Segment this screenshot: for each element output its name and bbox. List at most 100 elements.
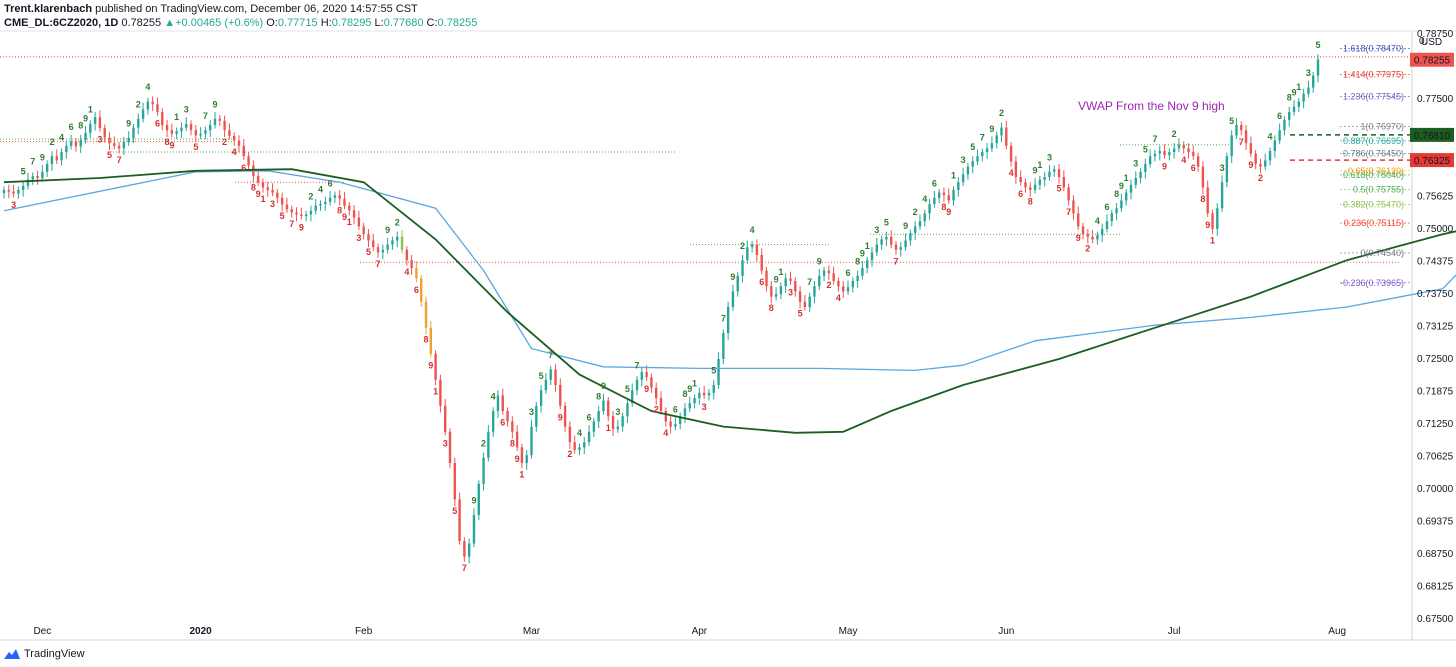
ohlc-line: CME_DL:6CZ2020, 1D 0.78255 ▲+0.00465 (+0… [4,16,477,30]
candle-body [117,145,121,149]
td-count-label: 7 [721,314,726,324]
fib-level-label: -0.236(0.73965) [1340,278,1404,288]
td-count-label: 3 [1306,68,1311,78]
candle-body [1105,221,1109,229]
td-count-label: 5 [625,384,630,394]
td-count-label: 7 [1066,207,1071,217]
td-count-label: 5 [1057,184,1062,194]
candle-body [822,270,826,276]
td-count-label: 7 [635,360,640,370]
td-count-label: 3 [1220,163,1225,173]
symbol-label[interactable]: CME_DL:6CZ2020, 1D [4,17,119,29]
td-count-label: 4 [491,392,496,402]
candle-body [1288,112,1291,120]
candle-body [161,112,164,125]
td-count-label: 6 [846,268,851,278]
td-count-label: 5 [711,366,716,376]
horizontal-levels [0,56,1412,263]
candle-body [597,411,600,422]
candle-body [655,387,658,398]
x-tick-label: Feb [355,626,373,637]
candle-body [1235,125,1238,136]
candle-body [985,148,989,153]
footer-brand[interactable]: TradingView [4,648,85,660]
td-count-label: 4 [145,82,150,92]
price-label-text: 0.78255 [1414,56,1451,67]
candle-body [554,369,557,385]
candle-body [501,395,504,411]
candle-body [386,244,389,250]
candle-body [1254,153,1257,164]
candle-body [36,175,39,179]
td-count-label: 3 [961,155,966,165]
td-count-label: 2 [395,217,400,227]
td-count-label: 3 [529,407,534,417]
candle-body [990,143,994,149]
vwap-annotation[interactable]: VWAP From the Nov 9 high [1078,99,1225,113]
td-count-label: 3 [615,407,620,417]
candle-body [237,140,241,146]
x-tick-label: Jul [1168,626,1181,637]
change-value: +0.00465 (+0.6%) [175,17,264,29]
td-count-label: 7 [289,219,294,229]
y-tick-label: 0.68750 [1417,549,1454,560]
td-count-label: 5 [1229,116,1234,126]
td-count-label: 9 [385,225,390,235]
td-count-label: 6 [587,412,592,422]
last-price: 0.78255 [121,17,162,29]
td-count-label: 9 [1162,162,1167,172]
td-count-label: 6 [241,163,246,173]
candle-body [1297,101,1301,107]
candle-body [587,431,591,443]
td-count-label: 5 [1143,145,1148,155]
candle-body [1316,59,1320,76]
td-count-label: 8 [682,389,687,399]
td-count-label: 9 [169,140,174,150]
candle-body [851,281,855,288]
candle-body [472,515,476,544]
candle-body [693,398,696,404]
td-count-label: 9 [989,124,994,134]
candle-body [736,275,739,292]
candle-body [1115,208,1118,214]
price-axis[interactable]: 0.787500.775000.762500.756250.750000.743… [1410,29,1454,625]
candle-body [726,307,730,333]
publisher-line: Trent.klarenbach published on TradingVie… [4,2,477,16]
td-count-label: 9 [83,113,88,123]
candle-body [1268,151,1272,161]
fib-level-label: 0.618(0.76040) [1343,170,1404,180]
price-label-badge [1410,127,1454,142]
publisher-name[interactable]: Trent.klarenbach [4,3,93,15]
candle-body [607,400,610,417]
candle-body [933,197,936,205]
td-count-label: 8 [1287,93,1292,103]
y-tick-label: 0.70000 [1417,484,1454,495]
td-count-label: 9 [1076,233,1081,243]
candle-body [132,127,135,138]
x-tick-label: Jun [998,626,1014,637]
candle-body [381,249,385,253]
candle-body [750,244,754,248]
candle-body [837,281,840,287]
td-count-label: 6 [155,119,160,129]
candle-body [870,252,874,261]
time-axis[interactable]: Dec2020FebMarAprMayJunJulAugSepOctNovDec [33,626,1456,637]
candle-body [362,226,365,235]
candle-body [266,187,269,190]
td-count-label: 2 [222,137,227,147]
candle-body [698,392,701,398]
candle-body [909,233,912,241]
candle-body [1230,135,1233,157]
td-count-label: 1 [347,217,352,227]
candle-body [448,431,452,463]
x-tick-label: Apr [692,626,708,637]
candle-body [429,327,433,354]
candle-body [1278,130,1281,141]
candle-body [995,135,998,144]
candle-body [1077,213,1080,227]
td-count-label: 2 [1172,129,1177,139]
candle-body [372,240,375,248]
candle-body [1096,235,1099,240]
